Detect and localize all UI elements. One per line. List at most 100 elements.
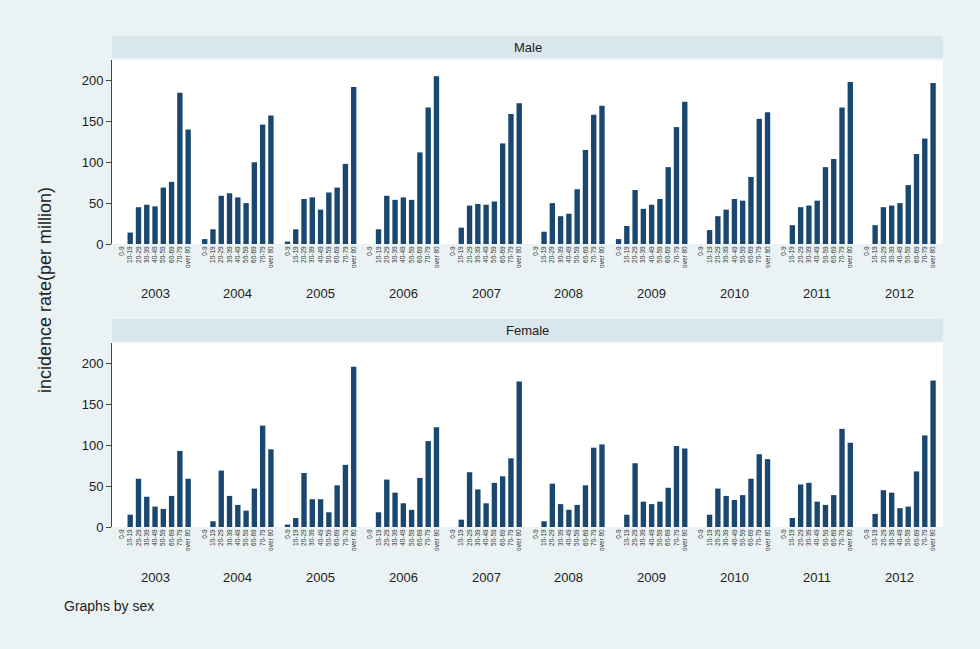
svg-text:70-79: 70-79 [424, 529, 431, 546]
svg-text:50-59: 50-59 [491, 246, 498, 263]
svg-text:60-69: 60-69 [416, 529, 423, 546]
svg-text:40-49: 40-49 [482, 246, 489, 263]
svg-text:40-49: 40-49 [565, 246, 572, 263]
svg-text:60-69: 60-69 [250, 246, 257, 263]
svg-text:0-9: 0-9 [615, 246, 622, 256]
svg-text:50-59: 50-59 [242, 246, 249, 263]
svg-text:over 80: over 80 [515, 246, 522, 268]
svg-text:60-69: 60-69 [582, 246, 589, 263]
svg-text:10-19: 10-19 [375, 529, 382, 546]
svg-text:20-29: 20-29 [797, 529, 804, 546]
svg-text:30-39: 30-39 [226, 246, 233, 263]
svg-text:50: 50 [89, 196, 103, 211]
svg-text:10-19: 10-19 [788, 529, 795, 546]
svg-text:30-39: 30-39 [143, 246, 150, 263]
svg-text:60-69: 60-69 [168, 529, 175, 546]
svg-text:10-19: 10-19 [375, 246, 382, 263]
svg-text:70-79: 70-79 [507, 246, 514, 263]
svg-text:20-29: 20-29 [466, 246, 473, 263]
svg-text:over 80: over 80 [515, 529, 522, 551]
svg-text:10-19: 10-19 [126, 529, 133, 546]
svg-text:50-59: 50-59 [656, 246, 663, 263]
svg-text:50-59: 50-59 [491, 529, 498, 546]
svg-text:40-49: 40-49 [399, 529, 406, 546]
svg-text:40-49: 40-49 [813, 529, 820, 546]
svg-text:Female: Female [506, 323, 549, 338]
svg-text:70-79: 70-79 [590, 529, 597, 546]
svg-text:50-59: 50-59 [822, 529, 829, 546]
svg-text:20-29: 20-29 [880, 529, 887, 546]
svg-text:20-29: 20-29 [714, 529, 721, 546]
svg-text:50-59: 50-59 [325, 246, 332, 263]
svg-text:10-19: 10-19 [292, 529, 299, 546]
svg-text:70-79: 70-79 [838, 246, 845, 263]
svg-text:100: 100 [82, 438, 104, 453]
svg-text:over 80: over 80 [764, 529, 771, 551]
svg-text:60-69: 60-69 [333, 529, 340, 546]
svg-text:2011: 2011 [803, 570, 831, 585]
svg-text:30-39: 30-39 [805, 246, 812, 263]
svg-text:2008: 2008 [554, 570, 583, 585]
svg-text:30-39: 30-39 [722, 246, 729, 263]
svg-text:70-79: 70-79 [755, 529, 762, 546]
svg-text:70-79: 70-79 [507, 529, 514, 546]
svg-text:40-49: 40-49 [648, 246, 655, 263]
svg-text:50-59: 50-59 [822, 246, 829, 263]
svg-text:20-29: 20-29 [217, 529, 224, 546]
svg-text:40-49: 40-49 [731, 529, 738, 546]
svg-text:50-59: 50-59 [159, 246, 166, 263]
svg-text:40-49: 40-49 [482, 529, 489, 546]
svg-text:70-79: 70-79 [673, 246, 680, 263]
svg-text:30-39: 30-39 [474, 246, 481, 263]
svg-text:2011: 2011 [803, 286, 831, 301]
svg-text:incidence rate(per million): incidence rate(per million) [35, 187, 55, 393]
svg-text:150: 150 [82, 397, 104, 412]
svg-text:20-29: 20-29 [797, 246, 804, 263]
svg-text:40-49: 40-49 [317, 246, 324, 263]
svg-text:0-9: 0-9 [449, 529, 456, 539]
svg-text:40-49: 40-49 [317, 529, 324, 546]
svg-text:40-49: 40-49 [151, 246, 158, 263]
svg-text:over 80: over 80 [350, 529, 357, 551]
svg-text:40-49: 40-49 [234, 246, 241, 263]
svg-text:40-49: 40-49 [648, 529, 655, 546]
svg-text:over 80: over 80 [267, 529, 274, 551]
svg-text:2006: 2006 [389, 570, 418, 585]
svg-text:30-39: 30-39 [474, 529, 481, 546]
svg-text:2012: 2012 [885, 286, 914, 301]
svg-text:150: 150 [82, 114, 104, 129]
svg-text:10-19: 10-19 [457, 246, 464, 263]
svg-text:Male: Male [514, 40, 542, 55]
svg-text:20-29: 20-29 [135, 529, 142, 546]
svg-text:10-19: 10-19 [706, 246, 713, 263]
svg-text:2010: 2010 [720, 286, 749, 301]
svg-text:0: 0 [96, 237, 103, 252]
svg-text:70-79: 70-79 [921, 529, 928, 546]
svg-text:50-59: 50-59 [242, 529, 249, 546]
svg-text:100: 100 [82, 155, 104, 170]
svg-text:60-69: 60-69 [830, 246, 837, 263]
svg-text:50-59: 50-59 [325, 529, 332, 546]
svg-text:60-69: 60-69 [747, 529, 754, 546]
svg-text:40-49: 40-49 [151, 529, 158, 546]
svg-text:20-29: 20-29 [217, 246, 224, 263]
svg-text:0-9: 0-9 [780, 246, 787, 256]
svg-text:over 80: over 80 [929, 246, 936, 268]
svg-text:50-59: 50-59 [739, 529, 746, 546]
svg-text:50-59: 50-59 [408, 246, 415, 263]
svg-text:10-19: 10-19 [126, 246, 133, 263]
svg-text:60-69: 60-69 [582, 529, 589, 546]
svg-text:2004: 2004 [223, 570, 252, 585]
svg-text:0-9: 0-9 [118, 529, 125, 539]
svg-text:over 80: over 80 [598, 529, 605, 551]
svg-text:10-19: 10-19 [209, 246, 216, 263]
svg-text:70-79: 70-79 [259, 246, 266, 263]
svg-text:20-29: 20-29 [548, 246, 555, 263]
svg-text:30-39: 30-39 [805, 529, 812, 546]
svg-text:10-19: 10-19 [871, 246, 878, 263]
svg-text:70-79: 70-79 [342, 529, 349, 546]
svg-text:40-49: 40-49 [399, 246, 406, 263]
svg-text:30-39: 30-39 [391, 246, 398, 263]
svg-text:over 80: over 80 [681, 529, 688, 551]
svg-text:30-39: 30-39 [226, 529, 233, 546]
